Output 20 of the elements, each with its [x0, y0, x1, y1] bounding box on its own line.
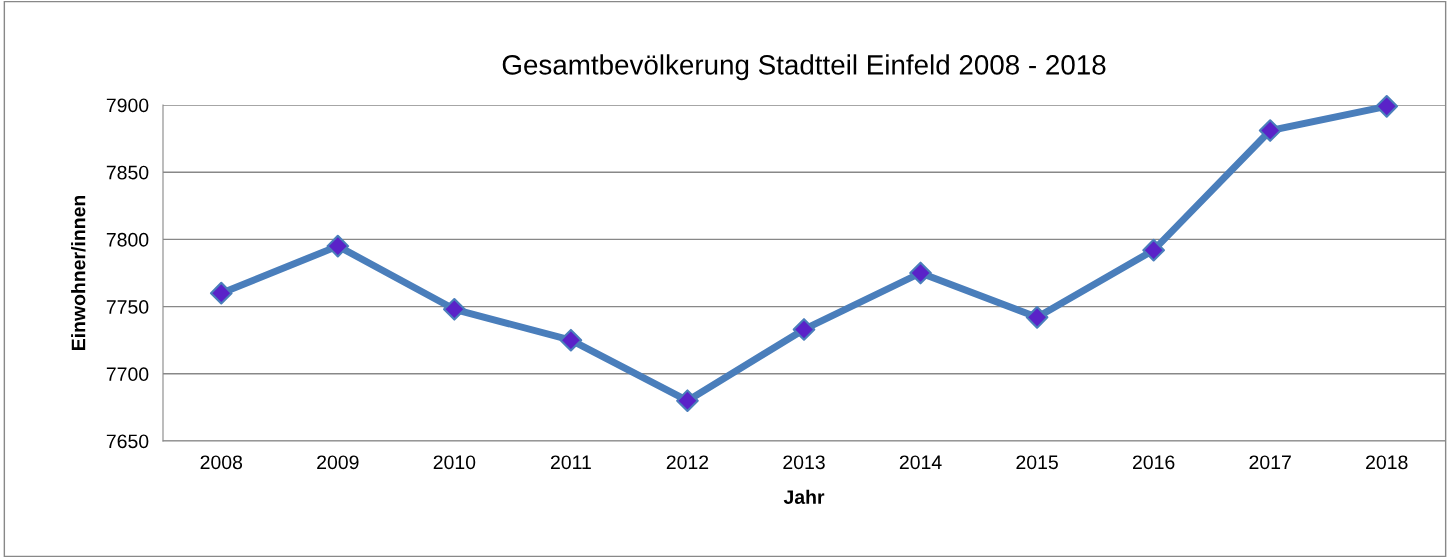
x-axis-title: Jahr	[783, 489, 825, 504]
x-tick-label: 2017	[1249, 455, 1291, 470]
x-tick-label: 2010	[433, 455, 476, 470]
x-tick-label: 2012	[666, 455, 709, 470]
x-tick-label: 2008	[200, 455, 243, 470]
x-tick-label: 2018	[1366, 455, 1408, 470]
x-tick-label: 2011	[550, 455, 591, 470]
x-tick-label: 2013	[783, 455, 825, 470]
x-tick-label: 2014	[899, 455, 942, 470]
y-tick-label: 7700	[106, 367, 149, 382]
x-tick-label: 2009	[317, 455, 359, 470]
y-tick-label: 7800	[106, 232, 149, 247]
y-tick-label: 7850	[106, 165, 149, 180]
chart-title: Gesamtbevölkerung Stadtteil Einfeld 2008 - 2018	[502, 54, 1106, 81]
y-tick-label: 7900	[106, 98, 149, 113]
y-tick-label: 7750	[106, 300, 149, 314]
y-tick-label: 7650	[106, 434, 149, 449]
x-tick-label: 2016	[1132, 455, 1175, 470]
y-axis-title: Einwohner/innen	[71, 195, 86, 351]
x-tick-label: 2015	[1016, 455, 1058, 470]
